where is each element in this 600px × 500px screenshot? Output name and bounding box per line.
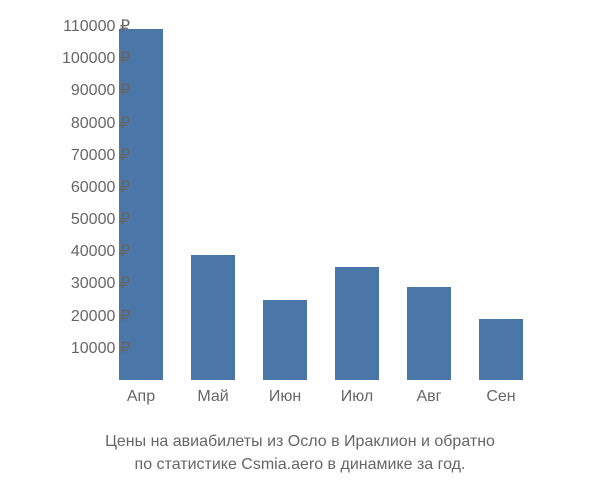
bars-layer bbox=[100, 10, 560, 380]
y-tick-label: 90000 ₽ bbox=[71, 80, 130, 100]
caption-line-1: Цены на авиабилеты из Осло в Ираклион и … bbox=[105, 433, 495, 450]
y-tick-label: 110000 ₽ bbox=[63, 16, 130, 36]
x-tick-label: Апр bbox=[127, 388, 155, 406]
y-tick-label: 20000 ₽ bbox=[71, 306, 130, 326]
chart-container: 10000 ₽ 20000 ₽ 30000 ₽ 40000 ₽ 50000 ₽ 60000… bbox=[0, 0, 600, 500]
bar bbox=[407, 287, 452, 380]
x-tick-label: Авг bbox=[416, 388, 441, 406]
y-tick-label: 40000 ₽ bbox=[71, 241, 130, 261]
y-tick-label: 10000 ₽ bbox=[71, 338, 130, 358]
y-tick-label: 70000 ₽ bbox=[71, 145, 130, 165]
plot-area bbox=[100, 10, 560, 380]
bar bbox=[263, 300, 308, 380]
y-tick-label: 100000 ₽ bbox=[62, 48, 130, 68]
y-tick-label: 30000 ₽ bbox=[71, 273, 130, 293]
y-tick-label: 80000 ₽ bbox=[71, 113, 130, 133]
y-tick-label: 60000 ₽ bbox=[71, 177, 130, 197]
x-tick-label: Сен bbox=[486, 388, 515, 406]
bar bbox=[479, 319, 524, 380]
bar bbox=[335, 267, 380, 380]
bar bbox=[191, 255, 236, 380]
y-tick-label: 50000 ₽ bbox=[71, 209, 130, 229]
x-tick-label: Июн bbox=[269, 388, 301, 406]
caption-line-2: по статистике Csmia.aero в динамике за г… bbox=[135, 456, 466, 473]
x-tick-label: Май bbox=[197, 388, 228, 406]
x-tick-label: Июл bbox=[341, 388, 373, 406]
chart-caption: Цены на авиабилеты из Осло в Ираклион и … bbox=[30, 430, 570, 476]
